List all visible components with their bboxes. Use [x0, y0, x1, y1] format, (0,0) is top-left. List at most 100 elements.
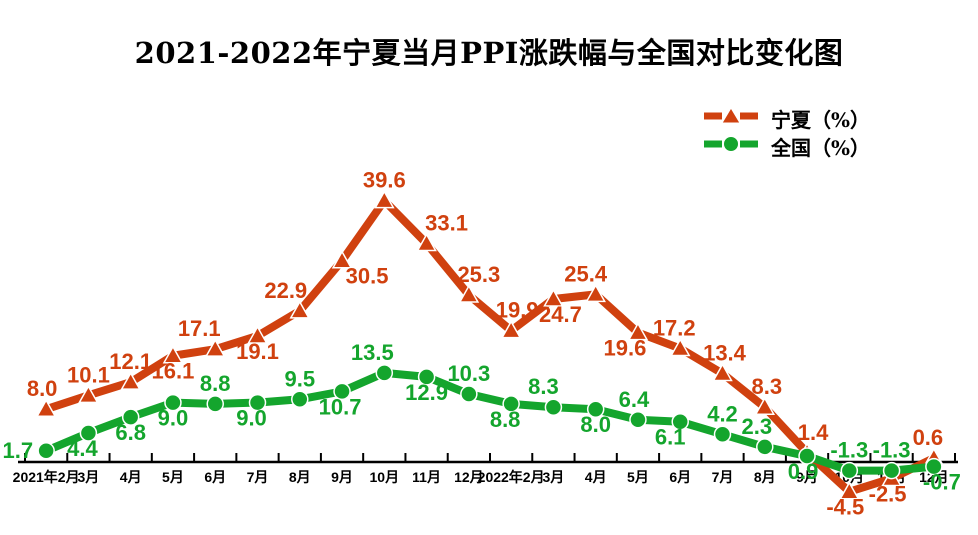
x-axis-label: 5月: [627, 469, 649, 485]
national-marker: [586, 400, 605, 418]
ningxia-marker: [35, 398, 57, 417]
ningxia-data-label: 1.4: [798, 420, 829, 445]
ningxia-marker: [204, 338, 226, 357]
ningxia-marker: [754, 396, 776, 415]
national-data-label: 0.9: [788, 459, 819, 484]
national-data-label: 8.0: [580, 412, 611, 437]
x-axis-label: 4月: [585, 469, 607, 485]
x-axis-label: 10月: [370, 469, 400, 485]
ningxia-marker: [669, 337, 691, 357]
x-axis-label: 12月: [454, 469, 484, 485]
ningxia-marker: [543, 288, 564, 307]
ningxia-marker: [247, 325, 268, 344]
national-data-label: 9.5: [284, 366, 315, 391]
x-axis-label: 7月: [247, 469, 269, 485]
ningxia-line-marker-icon: [703, 107, 759, 130]
ningxia-data-label: 24.7: [539, 302, 582, 327]
national-line: [44, 368, 935, 475]
ningxia-line: [44, 196, 936, 496]
national-marker: [671, 412, 689, 431]
x-axis-label: 12月: [919, 469, 949, 485]
national-data-label: 8.3: [528, 374, 559, 399]
ningxia-marker: [374, 190, 395, 209]
national-data-label: -1.3: [873, 438, 911, 463]
national-marker: [417, 368, 436, 386]
national-marker: [798, 447, 816, 465]
ningxia-legend-marker: [721, 107, 741, 124]
national-data-label: 10.3: [447, 361, 490, 386]
ningxia-data-label: 33.1: [425, 211, 468, 236]
x-axis-label: 3月: [543, 469, 565, 485]
legend-item-ningxia: 宁夏（%）: [703, 106, 871, 132]
ningxia-data-label: 19.6: [604, 336, 647, 361]
national-data-label: -0.7: [923, 470, 961, 495]
ningxia-data-label: 19.9: [496, 298, 539, 323]
x-axis-label: 9月: [796, 469, 818, 485]
legend: 宁夏（%） 全国（%）: [703, 106, 871, 160]
ningxia-marker: [331, 250, 353, 269]
ningxia-marker: [120, 371, 141, 390]
ningxia-data-label: -4.5: [826, 495, 864, 520]
national-marker: [840, 461, 859, 480]
x-axis-label: 6月: [204, 469, 226, 485]
national-data-label: 10.7: [319, 394, 362, 419]
national-data-label: 2.3: [741, 414, 772, 439]
national-data-label: 8.8: [200, 371, 231, 396]
ningxia-data-label: 17.2: [653, 315, 696, 340]
national-marker: [882, 461, 901, 480]
ningxia-marker: [627, 322, 649, 341]
ningxia-data-label: 19.1: [236, 339, 279, 364]
x-axis-label: 6月: [669, 469, 691, 485]
legend-item-national: 全国（%）: [703, 134, 871, 160]
national-marker: [925, 457, 943, 476]
national-data-label: 8.8: [490, 407, 521, 432]
national-data-label: 13.5: [351, 340, 394, 365]
ningxia-data-label: 13.4: [703, 341, 747, 366]
x-axis-label: 11月: [412, 469, 441, 485]
national-marker: [291, 390, 309, 409]
ningxia-data-label: 25.4: [564, 261, 608, 286]
national-data-label: 6.1: [655, 425, 686, 450]
national-marker: [544, 398, 563, 416]
ningxia-data-label: 8.3: [751, 374, 782, 399]
ningxia-data-label: 12.1: [109, 349, 152, 374]
national-data-label: 12.9: [405, 380, 448, 405]
ningxia-data-label: 10.1: [67, 362, 110, 387]
ningxia-data-label: 39.6: [363, 168, 406, 193]
x-axis-label: 2022年2月: [478, 469, 545, 485]
national-data-label: 1.7: [3, 438, 34, 463]
ningxia-data-label: 17.1: [178, 316, 221, 341]
national-marker: [502, 395, 520, 413]
national-data-label: 9.0: [236, 406, 267, 431]
national-marker: [79, 424, 98, 442]
legend-label-ningxia: 宁夏（%）: [771, 108, 871, 132]
ningxia-marker: [162, 345, 184, 364]
legend-label-national: 全国（%）: [771, 136, 871, 160]
x-axis-label: 8月: [754, 469, 776, 485]
ningxia-marker: [289, 300, 311, 319]
x-axis-label: 3月: [78, 469, 100, 485]
chart-title: 2021-2022年宁夏当月PPI涨跌幅与全国对比变化图: [134, 36, 844, 70]
x-axis-label: 9月: [331, 469, 353, 485]
national-line-marker-icon: [703, 135, 759, 158]
national-marker: [37, 442, 55, 460]
ningxia-marker: [458, 284, 480, 303]
national-data-label: 4.2: [707, 401, 738, 426]
national-data-label: 4.4: [67, 436, 98, 461]
national-marker: [629, 411, 647, 429]
ningxia-data-label: 30.5: [346, 264, 389, 289]
ningxia-data-label: 8.0: [27, 376, 58, 401]
national-marker: [121, 408, 140, 426]
national-marker: [248, 393, 267, 412]
national-marker: [460, 385, 478, 403]
ningxia-data-label: 0.6: [913, 425, 944, 450]
ningxia-data-label: 25.3: [457, 262, 500, 287]
ningxia-marker: [839, 481, 860, 500]
x-axis-label: 5月: [162, 469, 184, 485]
national-marker: [375, 364, 394, 382]
national-legend-marker: [723, 136, 739, 152]
x-axis-label: 2021年2月: [13, 469, 80, 485]
ningxia-data-label: 16.1: [152, 359, 195, 384]
